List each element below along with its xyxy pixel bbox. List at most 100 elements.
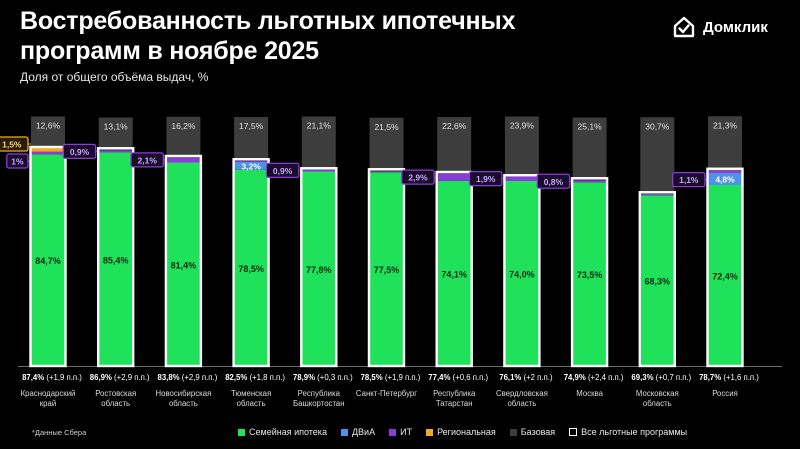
total-change: (+1,8 п.п.) (247, 373, 285, 382)
it-value-label: 1,1% (679, 175, 699, 185)
brand-name: Домклик (703, 18, 768, 36)
bar-base-label: 17,5% (239, 121, 264, 131)
legend-item-it: ИТ (389, 427, 412, 437)
total-value-label: 69,3% (+0,7 п.п.) (631, 373, 691, 382)
it-value-label: 0,9% (70, 147, 90, 157)
legend: Семейная ипотека ДВиА ИТ Региональная Ба… (238, 427, 687, 437)
total-change: (+0,6 п.п.) (450, 373, 488, 382)
bar-family-label: 74,1% (441, 269, 467, 279)
bar-total-outline (96, 147, 135, 368)
bar-family (369, 172, 404, 366)
bar-family-label: 78,5% (238, 264, 264, 274)
bar-family-label: 77,5% (374, 265, 400, 275)
bar-family-label: 85,4% (103, 255, 129, 265)
bar-family-label: 77,8% (306, 265, 332, 275)
category-label: Санкт-Петербург (356, 389, 417, 398)
it-value-badge (62, 143, 97, 160)
bar-total-outline (435, 170, 473, 368)
total-value-label: 78,7% (+1,6 п.п.) (699, 373, 759, 382)
legend-swatch-it (389, 428, 397, 436)
bar-dvia-label: 4,8% (715, 175, 735, 185)
legend-item-dvia: ДВиА (340, 427, 376, 437)
category-label: Республика (298, 389, 341, 398)
it-value-label: 1,9% (476, 174, 496, 184)
bar-total-outline (570, 177, 609, 368)
bar-base (166, 116, 201, 158)
total-value-label: 82,5% (+1,8 п.п.) (225, 373, 285, 382)
it-value-badge (401, 169, 435, 185)
total-value: 77,4% (428, 373, 450, 382)
it-value-label: 0,8% (544, 177, 564, 187)
total-value-label: 77,4% (+0,6 п.п.) (428, 373, 488, 382)
bar-it (640, 194, 675, 196)
bar-base (301, 116, 336, 170)
brand-logo: Домклик (672, 14, 768, 40)
it-value-label: 2,1% (138, 155, 158, 165)
bar-base-label: 23,9% (510, 121, 535, 131)
bar-family (640, 195, 675, 366)
bar-family (166, 162, 201, 366)
legend-swatch-regional (426, 428, 434, 436)
it-value-label: 2,9% (408, 173, 428, 183)
bar-total-outline (300, 167, 338, 368)
bar-base (708, 116, 742, 170)
category-label: область (237, 399, 266, 408)
bar-family (301, 171, 336, 366)
bar-it (369, 171, 404, 173)
total-value: 69,3% (631, 373, 653, 382)
bar-it (166, 157, 201, 163)
category-label: область (169, 399, 198, 408)
bar-base-label: 25,1% (578, 122, 603, 132)
category-label: Башкортостан (293, 399, 345, 408)
it-value-badge (468, 170, 503, 187)
total-change: (+2,9 п.п.) (180, 373, 218, 382)
total-change: (+2,4 п.п.) (586, 373, 624, 382)
bar-total-outline (29, 145, 67, 368)
legend-item-regional: Региональная (426, 427, 496, 437)
bar-it (301, 169, 336, 172)
total-change: (+2,9 п.п.) (112, 373, 150, 382)
house-check-icon (673, 16, 695, 38)
it-value-badge (265, 162, 300, 179)
total-change: (+0,3 п.п.) (315, 373, 353, 382)
legend-label: ИТ (400, 427, 413, 437)
legend-label: Все льготные программы (581, 427, 688, 437)
legend-swatch-dvia (340, 428, 348, 436)
bar-base-label: 16,2% (171, 121, 196, 131)
total-value: 78,7% (699, 373, 721, 382)
bar-total-outline (503, 174, 541, 368)
it-value-badge (130, 152, 165, 168)
category-label: Краснодарский (21, 389, 76, 398)
total-value: 74,9% (564, 373, 586, 382)
bar-family-label: 81,4% (171, 260, 197, 270)
legend-label: Семейная ипотека (249, 427, 327, 437)
total-value-label: 87,4% (+1,9 п.п.) (22, 373, 82, 382)
bar-family-label: 68,3% (645, 277, 671, 287)
bar-base-label: 22,6% (442, 121, 467, 131)
regional-value-label: 1,5% (2, 140, 22, 150)
bar-total-outline (164, 154, 203, 368)
bar-base (234, 117, 269, 161)
legend-label: Региональная (437, 427, 496, 437)
bar-family-label: 73,5% (577, 270, 603, 280)
total-value: 87,4% (22, 373, 44, 382)
bar-family-label: 74,0% (509, 270, 535, 280)
bar-family (572, 182, 607, 366)
bar-base (572, 117, 607, 181)
bar-dvia-label: 3,2% (241, 161, 261, 171)
bar-dvia (234, 161, 269, 170)
bar-base-label: 12,6% (36, 121, 61, 131)
bar-total-outline (706, 167, 744, 368)
it-value-label: 0,9% (273, 166, 293, 176)
bar-total-outline (638, 191, 676, 368)
legend-item-family: Семейная ипотека (238, 427, 327, 437)
footnote: *Данные Сбера (32, 428, 87, 437)
category-label: область (507, 399, 536, 408)
total-value: 78,9% (293, 373, 315, 382)
category-label: Свердловская (496, 389, 548, 398)
bar-family (708, 185, 742, 366)
it-value-badge (671, 171, 706, 188)
legend-label: ДВиА (351, 427, 376, 437)
bar-it (31, 151, 65, 155)
bar-family (234, 169, 269, 366)
